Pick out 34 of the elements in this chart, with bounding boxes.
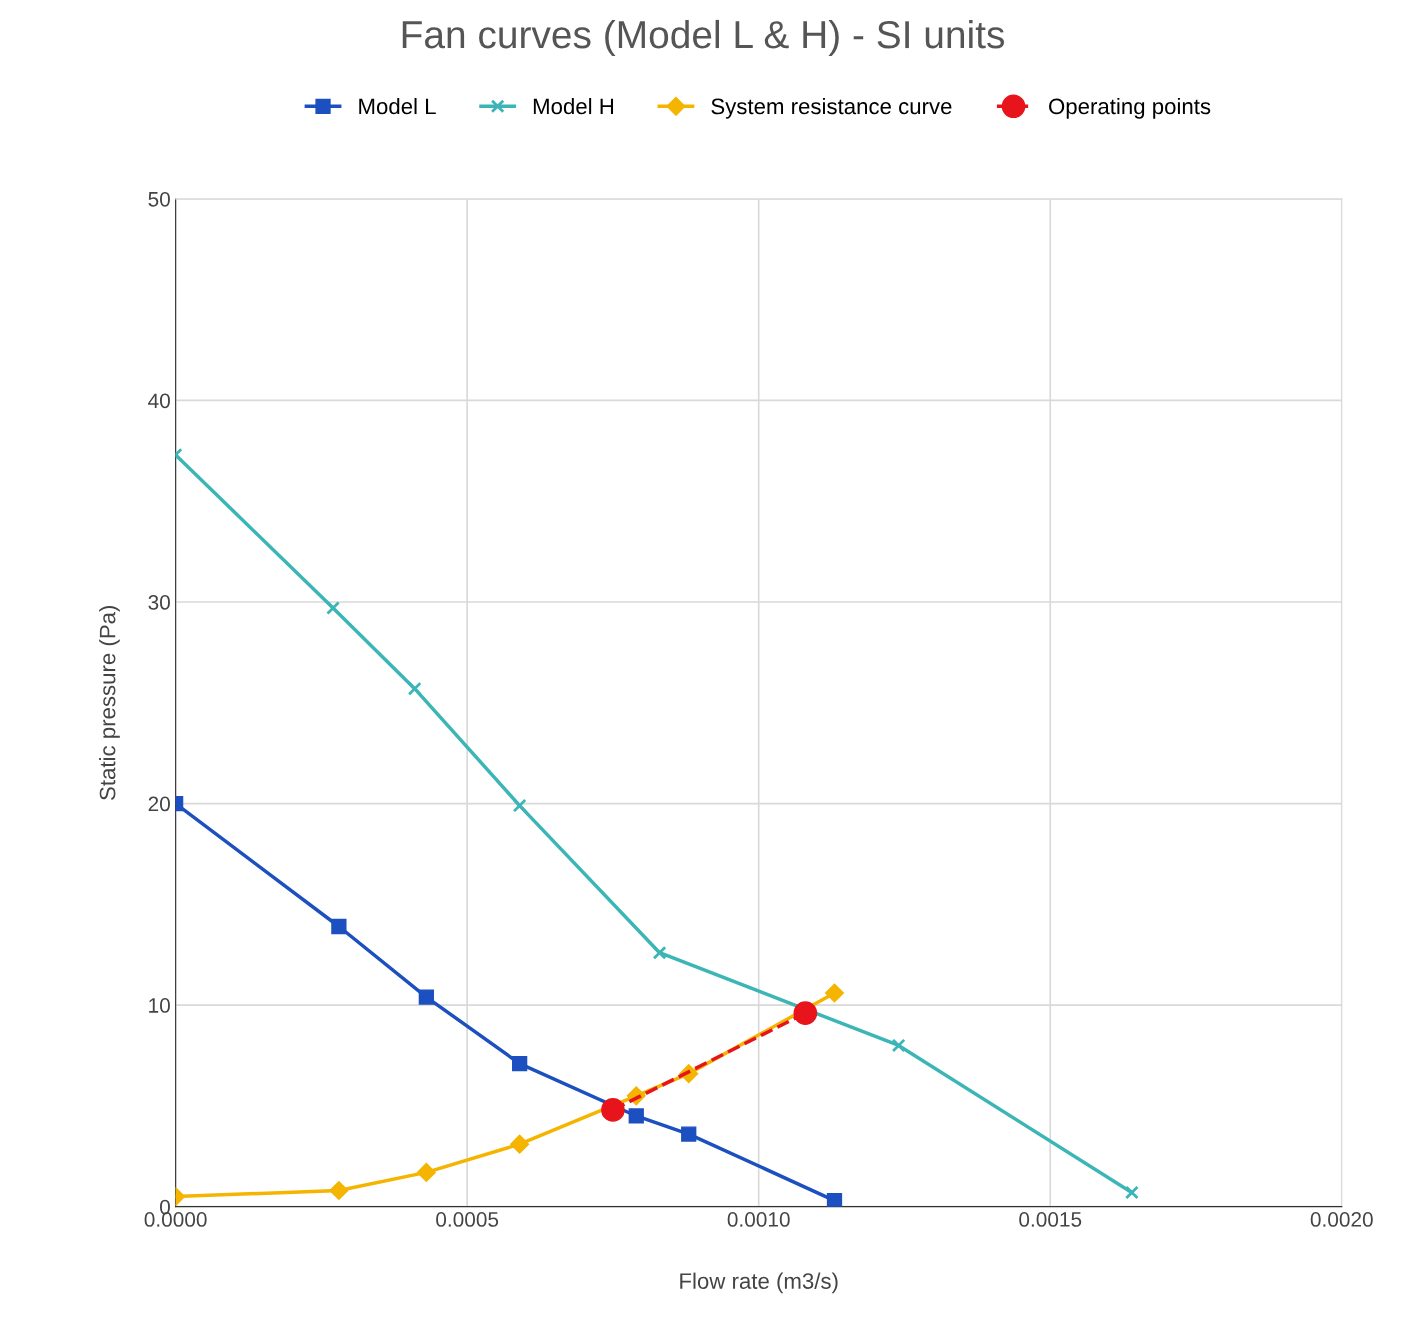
- legend-label: Model H: [533, 97, 614, 115]
- y-tick-label: 40: [148, 393, 170, 409]
- y-axis-title: Static pressure (Pa): [99, 605, 120, 800]
- legend-label: Model L: [359, 97, 436, 115]
- x-tick-label: 0.0005: [436, 1212, 499, 1227]
- point: [824, 983, 845, 1003]
- x-tick-label: 0.0010: [727, 1212, 790, 1227]
- point: [681, 1126, 697, 1142]
- y-tick-label: 30: [148, 595, 170, 610]
- point: [326, 601, 340, 615]
- point: [1124, 1185, 1139, 1200]
- y-tick-label: 20: [148, 796, 170, 812]
- chart-title: Fan curves (Model L & H) - SI units: [402, 19, 1005, 57]
- point: [652, 945, 667, 960]
- point: [511, 1055, 528, 1072]
- point: [418, 989, 434, 1005]
- y-tick-label: 10: [149, 998, 170, 1013]
- point: [826, 1192, 843, 1207]
- y-tick-label: 50: [148, 191, 170, 207]
- point: [512, 798, 527, 813]
- legend-label: System resistance curve: [711, 97, 952, 119]
- point: [331, 918, 347, 935]
- x-axis-title: Flow rate (m3/s): [680, 1272, 838, 1294]
- x-tick-label: 0.0020: [1310, 1212, 1373, 1227]
- point: [628, 1108, 644, 1124]
- point: [793, 1001, 818, 1025]
- point: [601, 1098, 625, 1122]
- point: [891, 1038, 906, 1053]
- legend-label: Operating points: [1049, 97, 1211, 119]
- point: [407, 681, 422, 696]
- point: [510, 1134, 530, 1154]
- point: [329, 1181, 349, 1201]
- x-tick-label: 0.0015: [1019, 1212, 1082, 1227]
- point: [416, 1162, 436, 1182]
